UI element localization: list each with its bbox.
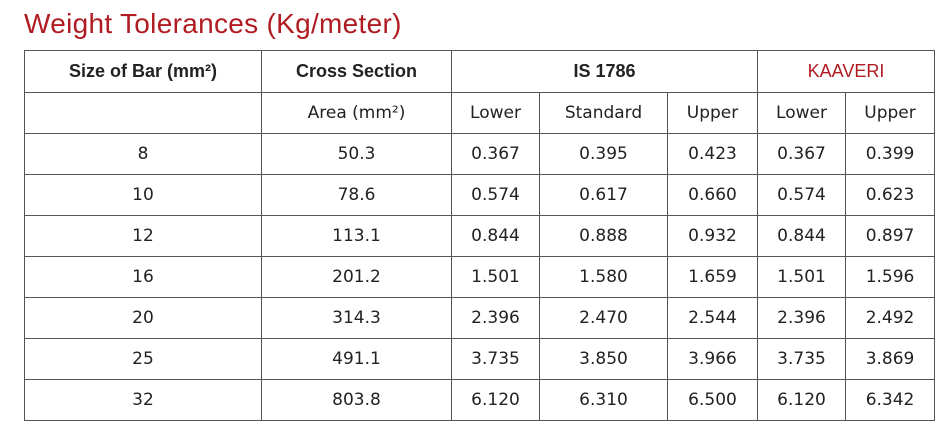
data-cell: 20 xyxy=(24,297,262,339)
subheader-cell: Standard xyxy=(539,92,668,134)
data-cell: 2.470 xyxy=(539,297,668,339)
header-row: Size of Bar (mm²) Cross Section IS 1786 … xyxy=(24,50,936,93)
data-row: 32 803.8 6.120 6.310 6.500 6.120 6.342 xyxy=(24,379,936,421)
data-cell: 1.580 xyxy=(539,256,668,298)
data-cell: 6.120 xyxy=(757,379,847,421)
data-row: 8 50.3 0.367 0.395 0.423 0.367 0.399 xyxy=(24,133,936,175)
data-cell: 32 xyxy=(24,379,262,421)
data-cell: 0.844 xyxy=(451,215,540,257)
data-cell: 16 xyxy=(24,256,262,298)
data-cell: 2.396 xyxy=(757,297,847,339)
title: Weight Tolerances (Kg/meter) xyxy=(24,8,402,39)
data-cell: 0.660 xyxy=(666,174,759,216)
data-cell: 8 xyxy=(24,133,262,175)
data-cell: 0.423 xyxy=(666,133,759,175)
data-cell: 3.735 xyxy=(451,338,540,380)
header-cell: KAAVERI xyxy=(757,50,936,93)
data-cell: 0.399 xyxy=(845,133,936,175)
data-cell: 113.1 xyxy=(261,215,452,257)
empty-cell xyxy=(24,92,262,134)
data-cell: 6.120 xyxy=(451,379,540,421)
data-cell: 0.367 xyxy=(451,133,540,175)
data-cell: 0.574 xyxy=(451,174,540,216)
data-cell: 491.1 xyxy=(261,338,452,380)
subheader-row: Area (mm²) Lower Standard Upper Lower Upper xyxy=(24,92,936,134)
data-cell: 3.850 xyxy=(539,338,668,380)
data-cell: 2.396 xyxy=(451,297,540,339)
subheader-cell: Lower xyxy=(451,92,540,134)
data-cell: 0.617 xyxy=(539,174,668,216)
data-row: 25 491.1 3.735 3.850 3.966 3.735 3.869 xyxy=(24,338,936,380)
data-row: 16 201.2 1.501 1.580 1.659 1.501 1.596 xyxy=(24,256,936,298)
header-cell: Cross Section xyxy=(261,50,452,93)
data-cell: 25 xyxy=(24,338,262,380)
subheader-cell: Upper xyxy=(666,92,759,134)
table-body: 8 50.3 0.367 0.395 0.423 0.367 0.399 10 78.6 0.57… xyxy=(24,133,936,421)
data-cell: 0.574 xyxy=(757,174,847,216)
data-cell: 1.659 xyxy=(666,256,759,298)
data-row: 12 113.1 0.844 0.888 0.932 0.844 0.897 xyxy=(24,215,936,257)
data-cell: 0.932 xyxy=(666,215,759,257)
data-cell: 0.844 xyxy=(757,215,847,257)
data-cell: 3.735 xyxy=(757,338,847,380)
data-row: 20 314.3 2.396 2.470 2.544 2.396 2.492 xyxy=(24,297,936,339)
data-cell: 0.623 xyxy=(845,174,936,216)
header-cell: IS 1786 xyxy=(450,50,759,93)
data-cell: 0.395 xyxy=(539,133,668,175)
subheader-cell: Area (mm²) xyxy=(261,92,452,134)
data-cell: 201.2 xyxy=(261,256,452,298)
subheader-cell: Lower xyxy=(757,92,847,134)
subheader-cell: Upper xyxy=(845,92,936,134)
data-cell: 0.897 xyxy=(845,215,936,257)
data-cell: 803.8 xyxy=(261,379,452,421)
data-cell: 3.869 xyxy=(845,338,936,380)
data-cell: 6.310 xyxy=(539,379,668,421)
data-cell: 1.596 xyxy=(845,256,936,298)
data-cell: 0.888 xyxy=(539,215,668,257)
data-cell: 0.367 xyxy=(757,133,847,175)
data-cell: 314.3 xyxy=(261,297,452,339)
tolerance-table: Size of Bar (mm²) Cross Section IS 1786 … xyxy=(24,50,936,421)
data-cell: 2.544 xyxy=(666,297,759,339)
data-cell: 78.6 xyxy=(261,174,452,216)
data-cell: 3.966 xyxy=(666,338,759,380)
data-cell: 1.501 xyxy=(451,256,540,298)
header-cell: Size of Bar (mm²) xyxy=(24,50,262,93)
data-cell: 50.3 xyxy=(261,133,452,175)
data-cell: 12 xyxy=(24,215,262,257)
data-cell: 6.342 xyxy=(845,379,936,421)
data-cell: 10 xyxy=(24,174,262,216)
data-cell: 2.492 xyxy=(845,297,936,339)
data-row: 10 78.6 0.574 0.617 0.660 0.574 0.623 xyxy=(24,174,936,216)
data-cell: 1.501 xyxy=(757,256,847,298)
data-cell: 6.500 xyxy=(666,379,759,421)
